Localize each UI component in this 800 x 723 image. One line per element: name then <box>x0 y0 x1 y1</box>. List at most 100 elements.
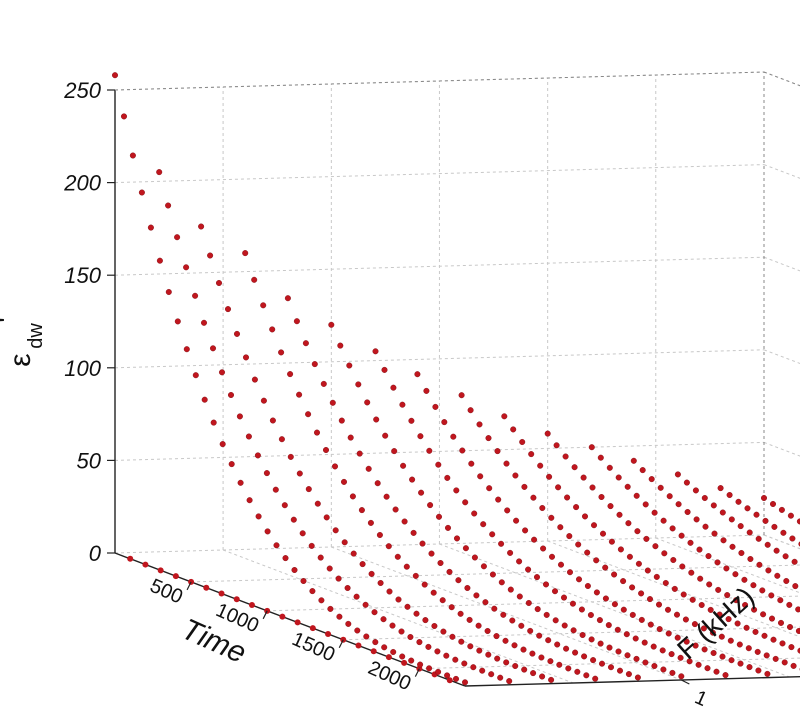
data-point <box>747 556 754 563</box>
data-point <box>400 462 407 469</box>
data-point <box>620 578 627 585</box>
data-point <box>751 606 758 613</box>
data-point <box>691 621 698 628</box>
data-point <box>669 525 676 532</box>
z-tick-label: 100 <box>64 356 101 381</box>
data-point <box>553 442 560 449</box>
data-point <box>701 495 708 502</box>
data-point <box>539 505 546 512</box>
data-point <box>605 622 612 629</box>
data-point <box>486 485 493 492</box>
data-point <box>725 616 732 623</box>
data-point <box>462 679 469 686</box>
data-point <box>356 450 363 457</box>
data-point <box>394 553 401 560</box>
data-point <box>688 569 695 576</box>
data-point <box>435 461 442 468</box>
data-point <box>543 581 550 588</box>
data-point <box>358 507 365 514</box>
data-point <box>588 636 595 643</box>
data-point <box>436 513 443 520</box>
data-point <box>735 498 742 505</box>
data-point <box>399 401 406 408</box>
data-point <box>332 463 339 470</box>
data-point <box>759 587 766 594</box>
data-point <box>278 436 285 443</box>
data-point <box>278 349 285 356</box>
data-point <box>589 484 596 491</box>
data-point <box>724 592 731 599</box>
data-point <box>707 606 714 613</box>
data-point <box>425 643 432 650</box>
data-point <box>680 591 687 598</box>
data-point <box>700 625 707 632</box>
data-point <box>620 606 627 613</box>
data-point <box>630 457 637 464</box>
data-point <box>561 622 568 629</box>
data-point <box>311 361 318 368</box>
data-point <box>634 528 641 535</box>
data-point <box>704 665 711 672</box>
x-tick <box>414 668 420 677</box>
data-point <box>764 670 771 677</box>
data-point <box>434 648 441 655</box>
data-point <box>251 376 258 383</box>
data-point <box>598 494 605 501</box>
data-point <box>165 202 172 209</box>
data-point <box>251 276 258 283</box>
data-point <box>625 520 632 527</box>
data-point <box>332 527 339 534</box>
data-point <box>192 372 199 379</box>
data-point <box>248 602 255 609</box>
data-point <box>677 654 684 661</box>
axis-frame <box>114 71 800 687</box>
data-point <box>695 661 702 668</box>
data-point <box>650 643 657 650</box>
data-point <box>552 617 559 624</box>
data-point <box>355 642 362 649</box>
data-point <box>509 617 516 624</box>
data-point <box>228 461 235 468</box>
data-point <box>771 523 778 530</box>
data-point <box>290 516 297 523</box>
data-point <box>710 502 717 509</box>
data-point <box>602 595 609 602</box>
data-point <box>710 650 717 657</box>
data-point <box>346 362 353 369</box>
data-point <box>641 639 648 646</box>
data-point <box>574 668 581 675</box>
data-point <box>738 550 745 557</box>
x-tick <box>262 610 268 620</box>
data-point <box>762 517 769 524</box>
data-point <box>573 504 580 511</box>
data-point <box>544 430 551 437</box>
data-point <box>300 578 307 585</box>
data-point <box>305 411 312 418</box>
data-point <box>732 571 739 578</box>
data-point <box>485 435 492 442</box>
data-point <box>416 639 423 646</box>
data-point <box>172 573 179 580</box>
data-point <box>557 524 564 531</box>
grid-line <box>114 164 765 184</box>
data-point <box>745 645 752 652</box>
data-point <box>679 563 686 570</box>
data-point <box>440 628 447 635</box>
data-point <box>512 663 519 670</box>
data-point <box>534 606 541 613</box>
data-point <box>497 674 504 681</box>
data-point <box>547 658 554 665</box>
data-point <box>432 403 439 410</box>
data-point <box>309 588 316 595</box>
data-point <box>466 616 473 623</box>
data-point <box>593 589 600 596</box>
data-point <box>341 539 348 546</box>
data-point <box>349 493 356 500</box>
data-point <box>390 384 397 391</box>
data-point <box>602 564 609 571</box>
z-tick-label: 0 <box>89 541 102 566</box>
data-point <box>512 472 519 479</box>
data-point <box>723 565 730 572</box>
data-point <box>584 549 591 556</box>
data-point <box>326 565 333 572</box>
